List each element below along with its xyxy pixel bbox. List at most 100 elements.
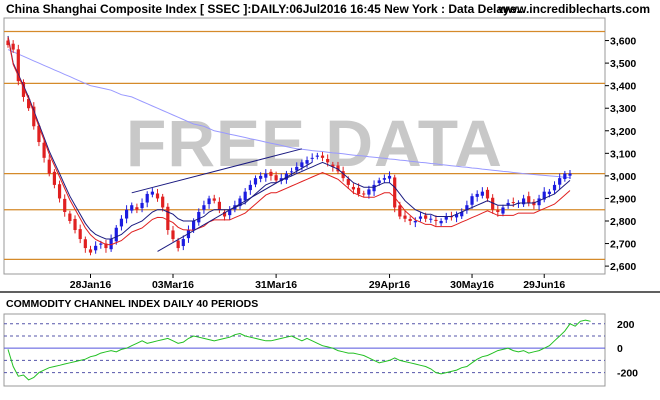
candle-body-97 — [506, 202, 510, 206]
candle-body-57 — [300, 162, 304, 168]
y-tick-label-6: 3,000 — [610, 171, 636, 183]
candle-body-77 — [403, 215, 407, 219]
candle-body-43 — [228, 209, 232, 216]
y-tick-label-3: 3,300 — [610, 103, 636, 115]
candle-body-28 — [150, 191, 154, 195]
candle-body-31 — [166, 206, 170, 231]
candle-body-40 — [212, 198, 216, 201]
candle-body-87 — [454, 214, 459, 218]
candle-body-5 — [32, 106, 36, 127]
candle-body-11 — [63, 198, 67, 212]
site-url[interactable]: www.incrediblecharts.com — [498, 2, 650, 16]
candle-body-109 — [568, 173, 572, 176]
candle-body-38 — [202, 205, 206, 210]
x-tick-label-5: 29Jun16 — [523, 279, 565, 291]
candle-body-23 — [124, 209, 129, 219]
candle-body-53 — [279, 178, 283, 181]
candle-body-89 — [465, 205, 469, 211]
candle-body-76 — [398, 205, 402, 217]
candle-body-81 — [424, 215, 428, 219]
candle-body-105 — [547, 191, 551, 194]
candle-body-49 — [259, 175, 263, 179]
ma-long-line — [7, 49, 571, 179]
y-tick-label-5: 3,100 — [610, 148, 636, 160]
cci-tick-label-1: 0 — [617, 343, 623, 355]
cci-line — [7, 319, 591, 381]
candle-body-85 — [444, 216, 448, 220]
candle-body-64 — [336, 165, 340, 172]
candle-body-30 — [161, 196, 165, 208]
candle-body-16 — [88, 249, 93, 253]
y-tick-label-0: 3,600 — [610, 36, 636, 48]
candle-body-80 — [418, 216, 423, 219]
candle-body-61 — [320, 155, 325, 158]
candle-body-6 — [37, 125, 41, 143]
candle-body-73 — [382, 178, 386, 180]
candle-body-29 — [155, 193, 160, 199]
candle-body-94 — [491, 197, 495, 210]
trend-line-lower — [157, 161, 313, 252]
candle-body-98 — [511, 202, 515, 204]
candle-body-7 — [42, 142, 46, 158]
candle-body-42 — [222, 211, 227, 217]
candle-body-45 — [238, 198, 242, 207]
candle-body-50 — [264, 173, 268, 178]
candle-body-101 — [527, 196, 531, 203]
candle-body-51 — [269, 171, 273, 176]
candle-body-32 — [171, 230, 175, 240]
candle-body-90 — [470, 196, 474, 205]
chart-title: China Shanghai Composite Index [ SSEC ]:… — [6, 2, 524, 16]
candle-body-102 — [532, 201, 536, 206]
cci-tick-label-0: 200 — [617, 319, 635, 331]
candle-body-4 — [27, 98, 31, 109]
candle-body-41 — [217, 201, 221, 210]
candle-body-13 — [73, 218, 77, 231]
candle-body-78 — [408, 218, 412, 221]
candle-body-59 — [310, 157, 314, 159]
candle-body-8 — [47, 159, 51, 174]
candle-body-63 — [331, 164, 335, 167]
candle-body-104 — [542, 191, 546, 200]
x-tick-label-0: 28Jan16 — [70, 279, 112, 291]
candle-body-18 — [99, 243, 103, 245]
candle-body-70 — [367, 189, 371, 195]
candle-body-95 — [496, 210, 500, 212]
candle-body-24 — [130, 205, 134, 211]
candle-body-1 — [11, 43, 15, 50]
candle-body-12 — [68, 213, 72, 221]
candle-body-88 — [460, 211, 464, 217]
candle-body-106 — [552, 184, 557, 191]
candle-body-107 — [558, 178, 562, 185]
candle-body-92 — [480, 191, 484, 196]
ema-slow-line — [7, 35, 571, 240]
candle-body-56 — [295, 166, 299, 171]
candle-body-39 — [207, 198, 211, 205]
candle-body-47 — [248, 184, 252, 191]
candle-body-34 — [181, 239, 185, 247]
candle-body-108 — [563, 173, 567, 180]
candle-body-74 — [387, 175, 392, 179]
candle-body-68 — [357, 187, 361, 194]
candle-body-93 — [485, 189, 490, 199]
candle-body-66 — [346, 179, 350, 185]
candle-body-46 — [243, 191, 247, 201]
x-tick-label-4: 30May16 — [450, 279, 494, 291]
candle-body-72 — [377, 180, 381, 184]
candle-body-52 — [274, 175, 278, 181]
y-tick-label-1: 3,500 — [610, 58, 636, 70]
candle-body-19 — [104, 243, 108, 249]
candle-body-62 — [326, 158, 330, 163]
candle-body-21 — [114, 227, 118, 242]
candle-body-65 — [341, 171, 345, 179]
candle-body-22 — [119, 218, 124, 227]
candle-body-27 — [145, 193, 149, 203]
candle-body-15 — [83, 239, 87, 249]
candle-body-48 — [253, 178, 258, 185]
candle-body-26 — [140, 202, 144, 209]
candle-body-69 — [362, 193, 366, 195]
candle-body-33 — [176, 240, 180, 249]
main-panel-frame — [3, 17, 606, 275]
candle-body-67 — [351, 186, 356, 190]
